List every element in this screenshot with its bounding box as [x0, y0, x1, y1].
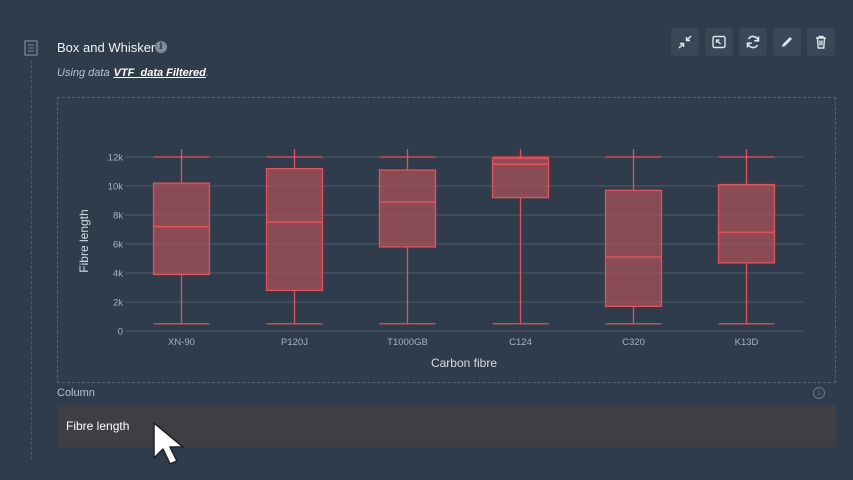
box-p120j[interactable]	[265, 167, 324, 292]
trash-icon	[816, 35, 826, 49]
document-icon	[24, 40, 38, 56]
panel-subtitle: Using data VTF_data Filtered.	[57, 67, 209, 79]
box-c320[interactable]	[604, 189, 663, 307]
mouse-pointer-icon	[153, 422, 184, 465]
y-tick-label: 2k	[113, 298, 123, 309]
panel-title: Box and Whisker	[57, 40, 156, 55]
column-field-label: Column	[57, 387, 95, 399]
y-tick-label: 4k	[113, 269, 123, 280]
info-icon[interactable]: i	[155, 41, 167, 53]
expand-button[interactable]	[705, 28, 733, 56]
x-tick-label: C320	[622, 337, 645, 348]
chart-container: 0 2k 4k 6k 8k 10k 12k XN-90 P120J T1000GB C124 C320…	[57, 97, 836, 383]
x-tick-label: T1000GB	[387, 337, 428, 348]
dataset-link[interactable]: VTF_data Filtered	[113, 67, 206, 79]
y-tick-label: 0	[118, 327, 123, 338]
column-info-icon[interactable]: i	[813, 387, 825, 399]
edit-icon	[782, 37, 792, 47]
box-xn-90[interactable]	[152, 182, 211, 276]
column-select-value: Fibre length	[66, 419, 130, 433]
refresh-icon	[746, 35, 760, 49]
subtitle-prefix: Using data	[57, 67, 110, 79]
panel-toolbar	[671, 28, 835, 56]
x-tick-label: P120J	[281, 337, 308, 348]
refresh-button[interactable]	[739, 28, 767, 56]
gutter-line	[31, 60, 32, 460]
x-tick-label: C124	[509, 337, 532, 348]
column-select[interactable]: Fibre length	[57, 405, 836, 447]
delete-button[interactable]	[807, 28, 835, 56]
y-tick-label: 6k	[113, 240, 123, 251]
x-axis-title: Carbon fibre	[431, 356, 497, 370]
y-tick-label: 8k	[113, 211, 123, 222]
subtitle-suffix: .	[205, 67, 209, 79]
y-tick-label: 10k	[108, 182, 124, 193]
box-whisker-chart: 0 2k 4k 6k 8k 10k 12k XN-90 P120J T1000GB C124 C320…	[77, 149, 803, 370]
box-k13d[interactable]	[717, 183, 776, 264]
expand-icon	[712, 35, 726, 49]
y-axis-title: Fibre length	[77, 209, 91, 272]
y-tick-label: 12k	[108, 153, 124, 164]
minimize-button[interactable]	[671, 28, 699, 56]
x-tick-label: XN-90	[168, 337, 195, 348]
x-tick-label: K13D	[735, 337, 759, 348]
edit-button[interactable]	[773, 28, 801, 56]
minimize-icon	[678, 35, 692, 49]
box-t1000gb[interactable]	[378, 169, 437, 248]
